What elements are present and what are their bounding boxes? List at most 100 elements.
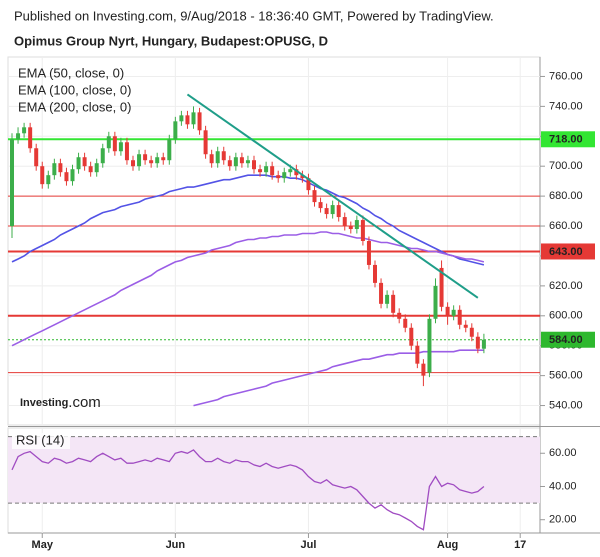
x-tick-label: Jul (300, 539, 316, 551)
price-label: 718.00 (549, 134, 583, 146)
candle-body (167, 139, 172, 161)
candle-body (239, 157, 244, 164)
trend-line (186, 93, 479, 299)
x-tick-label: 17 (514, 539, 526, 551)
ema-line (193, 349, 484, 407)
candle-body (288, 169, 293, 173)
y-tick-label: 700.00 (549, 160, 583, 172)
candle-body (379, 282, 384, 304)
candle-body (197, 112, 202, 131)
candle-body (294, 169, 299, 176)
price-label: 643.00 (549, 246, 583, 258)
candle-body (348, 226, 353, 230)
candle-body (252, 160, 256, 170)
candle-body (161, 157, 166, 161)
candle-body (373, 264, 377, 283)
candle-body (100, 148, 105, 164)
candle-body (366, 241, 371, 265)
rsi-title-box (12, 433, 70, 449)
candle-body (336, 205, 341, 218)
candle-body (445, 306, 450, 316)
candle-body (34, 148, 39, 167)
candle-body (330, 205, 335, 215)
candle-body (397, 312, 402, 319)
y-tick-label: 600.00 (549, 310, 583, 322)
x-tick-label: Jun (166, 539, 186, 551)
rsi-line (11, 449, 485, 531)
chart-title: Opimus Group Nyrt, Hungary, Budapest:OPU… (14, 33, 328, 48)
legend-entry: EMA (50, close, 0) (18, 65, 124, 80)
candle-body (415, 345, 420, 364)
candle-body (185, 115, 190, 125)
y-tick-label: 680.00 (549, 190, 583, 202)
candle-body (245, 160, 250, 164)
price-label-box (541, 131, 595, 148)
candle-body (264, 166, 269, 173)
candle-body (40, 166, 45, 185)
candle-body (276, 175, 281, 179)
candle-body (209, 154, 214, 164)
y-tick-label: 20.00 (549, 514, 577, 526)
candle-body (451, 309, 456, 316)
candle-body (300, 175, 305, 179)
candle-body (421, 363, 426, 376)
candle-body (324, 208, 329, 215)
candle-body (149, 160, 154, 164)
candle-body (137, 154, 142, 167)
header: Published on Investing.com, 9/Aug/2018 -… (14, 8, 494, 23)
candle-body (469, 327, 474, 337)
candle-body (10, 139, 14, 227)
candle-body (318, 202, 323, 209)
candle-body (342, 217, 347, 227)
candle-body (475, 336, 480, 349)
candle-body (215, 151, 220, 164)
candle-body (46, 175, 51, 185)
candle-body (221, 151, 226, 161)
candle-body (258, 169, 263, 173)
candle-body (76, 157, 81, 170)
candle-body (112, 136, 117, 152)
y-tick-label: 740.00 (549, 100, 583, 112)
candle-body (306, 178, 311, 191)
candle-body (427, 318, 432, 373)
candle-body (155, 157, 160, 164)
candle-body (64, 172, 69, 182)
candle-body (433, 285, 438, 319)
candle-body (173, 121, 178, 140)
y-tick-label: 660.00 (549, 220, 583, 232)
price-label-box (541, 243, 595, 260)
y-tick-label: 60.00 (549, 447, 577, 459)
ema-line (11, 174, 485, 266)
candle-body (106, 136, 111, 149)
candle-body (354, 220, 359, 230)
candle-body (52, 163, 57, 176)
y-tick-label: 40.00 (549, 480, 577, 492)
candle-body (28, 127, 33, 149)
legend-entry: EMA (100, close, 0) (18, 82, 131, 97)
candle-body (439, 267, 444, 307)
candle-body (191, 112, 196, 125)
candle-body (203, 130, 208, 155)
candle-body (481, 339, 486, 349)
candle-body (463, 324, 468, 328)
candle-body (391, 294, 396, 313)
rsi-title: RSI (14) (16, 432, 64, 447)
candle-body (457, 309, 462, 325)
candle-body (233, 157, 238, 167)
candle-body (16, 133, 21, 140)
x-tick-label: Aug (437, 539, 458, 551)
y-tick-label: 760.00 (549, 70, 583, 82)
candle-body (82, 157, 87, 167)
y-tick-label: 620.00 (549, 280, 583, 292)
price-label: 584.00 (549, 334, 583, 346)
legend-entry: EMA (200, close, 0) (18, 99, 131, 114)
watermark: Investing.com (20, 394, 101, 411)
candle-body (131, 160, 135, 167)
candle-body (22, 127, 27, 134)
candle-body (124, 142, 129, 161)
candle-body (118, 142, 123, 152)
candle-body (312, 190, 317, 203)
candle-body (143, 154, 148, 161)
